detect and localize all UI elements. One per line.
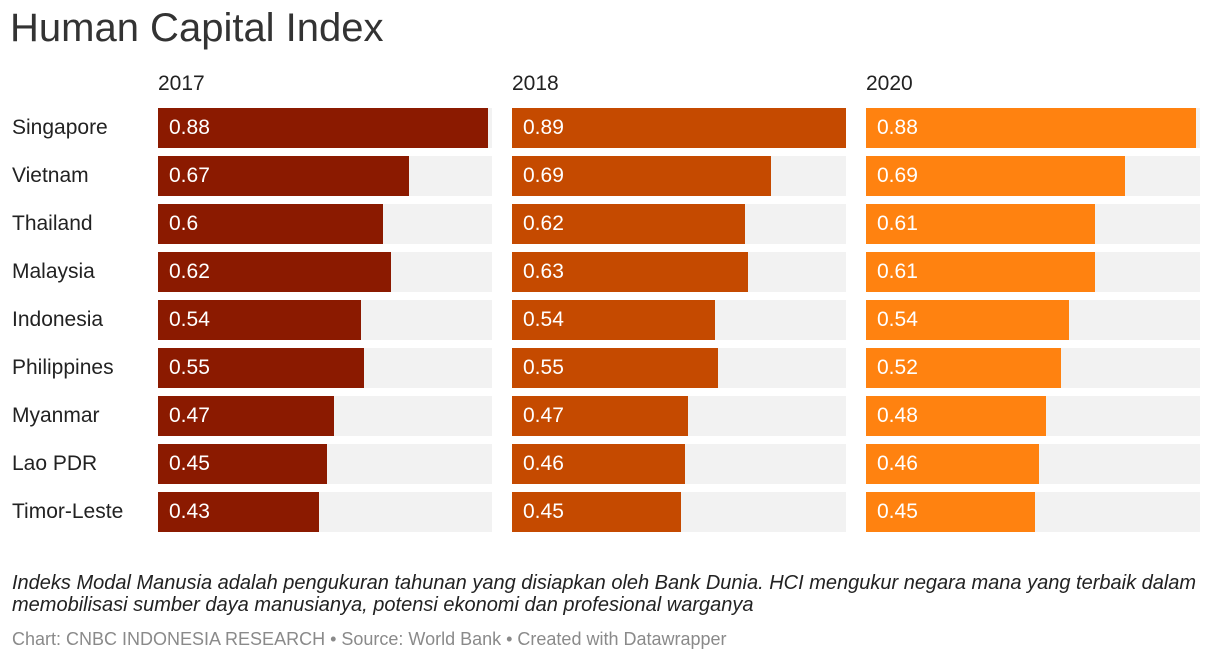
bar-track: 0.46 bbox=[866, 444, 1200, 484]
bar-value-label: 0.54 bbox=[523, 308, 564, 331]
row-label: Indonesia bbox=[12, 308, 104, 331]
bar: 0.47 bbox=[158, 396, 334, 436]
bar: 0.63 bbox=[512, 252, 748, 292]
bar-track: 0.69 bbox=[866, 156, 1200, 196]
bar-value-label: 0.54 bbox=[169, 308, 210, 331]
bar-track: 0.67 bbox=[158, 156, 492, 196]
bar-value-label: 0.54 bbox=[877, 308, 918, 331]
bar: 0.89 bbox=[512, 108, 846, 148]
bar-value-label: 0.69 bbox=[523, 164, 564, 187]
bar: 0.43 bbox=[158, 492, 319, 532]
bar-track: 0.45 bbox=[158, 444, 492, 484]
bar: 0.55 bbox=[512, 348, 718, 388]
bar: 0.55 bbox=[158, 348, 364, 388]
bar-track: 0.47 bbox=[512, 396, 846, 436]
bar-track: 0.45 bbox=[866, 492, 1200, 532]
chart-description: Indeks Modal Manusia adalah pengukuran t… bbox=[12, 572, 1197, 616]
bar: 0.54 bbox=[512, 300, 715, 340]
bar: 0.54 bbox=[866, 300, 1069, 340]
bar-value-label: 0.55 bbox=[523, 356, 564, 379]
panel-header-2017: 2017 bbox=[158, 72, 205, 95]
bar-track: 0.54 bbox=[866, 300, 1200, 340]
bar: 0.47 bbox=[512, 396, 688, 436]
panel-header-2020: 2020 bbox=[866, 72, 913, 95]
bar-value-label: 0.61 bbox=[877, 260, 918, 283]
bar-value-label: 0.48 bbox=[877, 404, 918, 427]
bar: 0.46 bbox=[866, 444, 1039, 484]
bar-track: 0.62 bbox=[512, 204, 846, 244]
bar-value-label: 0.88 bbox=[169, 116, 210, 139]
bar-value-label: 0.67 bbox=[169, 164, 210, 187]
bar-track: 0.52 bbox=[866, 348, 1200, 388]
bar: 0.46 bbox=[512, 444, 685, 484]
bar-track: 0.55 bbox=[158, 348, 492, 388]
bar: 0.54 bbox=[158, 300, 361, 340]
bar-value-label: 0.69 bbox=[877, 164, 918, 187]
chart-credit: Chart: CNBC INDONESIA RESEARCH • Source:… bbox=[12, 629, 727, 649]
bar-value-label: 0.63 bbox=[523, 260, 564, 283]
bar: 0.69 bbox=[866, 156, 1125, 196]
bar-track: 0.89 bbox=[512, 108, 846, 148]
row-label: Vietnam bbox=[12, 164, 89, 187]
bar-value-label: 0.47 bbox=[169, 404, 210, 427]
bar: 0.61 bbox=[866, 204, 1095, 244]
bar: 0.67 bbox=[158, 156, 409, 196]
bar-value-label: 0.89 bbox=[523, 116, 564, 139]
bar: 0.62 bbox=[512, 204, 745, 244]
bar: 0.88 bbox=[158, 108, 488, 148]
bar-track: 0.88 bbox=[866, 108, 1200, 148]
bar: 0.62 bbox=[158, 252, 391, 292]
bar-value-label: 0.62 bbox=[523, 212, 564, 235]
bar: 0.61 bbox=[866, 252, 1095, 292]
bar: 0.69 bbox=[512, 156, 771, 196]
bar-value-label: 0.88 bbox=[877, 116, 918, 139]
bar-value-label: 0.55 bbox=[169, 356, 210, 379]
bar-value-label: 0.52 bbox=[877, 356, 918, 379]
row-label: Myanmar bbox=[12, 404, 100, 427]
bar-track: 0.63 bbox=[512, 252, 846, 292]
bar-track: 0.61 bbox=[866, 204, 1200, 244]
bar-track: 0.45 bbox=[512, 492, 846, 532]
bar-track: 0.46 bbox=[512, 444, 846, 484]
row-label: Singapore bbox=[12, 116, 108, 139]
bar-value-label: 0.6 bbox=[169, 212, 199, 235]
bar-track: 0.6 bbox=[158, 204, 492, 244]
bar-value-label: 0.45 bbox=[169, 452, 210, 475]
row-label: Malaysia bbox=[12, 260, 95, 283]
bar-value-label: 0.45 bbox=[877, 500, 918, 523]
bar-value-label: 0.43 bbox=[169, 500, 210, 523]
bar-track: 0.43 bbox=[158, 492, 492, 532]
bar-value-label: 0.61 bbox=[877, 212, 918, 235]
bar-track: 0.47 bbox=[158, 396, 492, 436]
bar-track: 0.54 bbox=[512, 300, 846, 340]
bar: 0.48 bbox=[866, 396, 1046, 436]
row-label: Timor-Leste bbox=[12, 500, 124, 523]
row-label: Philippines bbox=[12, 356, 114, 379]
bar-value-label: 0.45 bbox=[523, 500, 564, 523]
bar-track: 0.48 bbox=[866, 396, 1200, 436]
bar-track: 0.62 bbox=[158, 252, 492, 292]
bar-track: 0.88 bbox=[158, 108, 492, 148]
bar: 0.45 bbox=[512, 492, 681, 532]
bar-track: 0.61 bbox=[866, 252, 1200, 292]
bar-value-label: 0.47 bbox=[523, 404, 564, 427]
bar: 0.45 bbox=[158, 444, 327, 484]
bar-track: 0.69 bbox=[512, 156, 846, 196]
chart-title: Human Capital Index bbox=[10, 6, 384, 50]
panel-header-2018: 2018 bbox=[512, 72, 559, 95]
row-label: Thailand bbox=[12, 212, 93, 235]
bar: 0.52 bbox=[866, 348, 1061, 388]
row-label: Lao PDR bbox=[12, 452, 98, 475]
bar-value-label: 0.46 bbox=[523, 452, 564, 475]
bar: 0.45 bbox=[866, 492, 1035, 532]
bar-track: 0.54 bbox=[158, 300, 492, 340]
bar-value-label: 0.62 bbox=[169, 260, 210, 283]
bar: 0.6 bbox=[158, 204, 383, 244]
bar: 0.88 bbox=[866, 108, 1196, 148]
bar-value-label: 0.46 bbox=[877, 452, 918, 475]
bar-track: 0.55 bbox=[512, 348, 846, 388]
